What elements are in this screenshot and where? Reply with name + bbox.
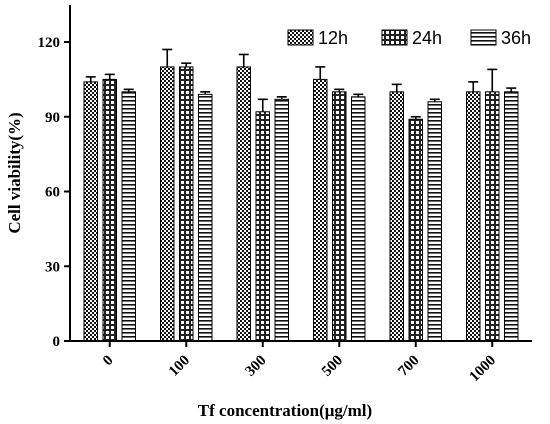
bar-36h-700 xyxy=(427,101,442,342)
x-tick-label: 1000 xyxy=(467,353,500,386)
bar-36h-0 xyxy=(121,91,136,342)
x-tick-label: 300 xyxy=(242,353,269,380)
x-tick-label: 100 xyxy=(166,353,193,380)
x-axis-title: Tf concentration(μg/ml) xyxy=(198,401,372,420)
bar-24h-500 xyxy=(332,91,347,342)
bar-24h-300 xyxy=(255,111,270,342)
legend-swatch-36h xyxy=(470,29,497,46)
x-tick-label: 0 xyxy=(100,353,117,370)
bar-24h-100 xyxy=(179,66,194,342)
y-tick-label: 0 xyxy=(53,334,61,350)
bar-12h-0 xyxy=(83,81,98,342)
bar-12h-1000 xyxy=(466,91,481,342)
y-tick-label: 120 xyxy=(38,35,61,51)
y-tick-label: 30 xyxy=(45,259,60,275)
bar-12h-500 xyxy=(313,78,328,342)
y-tick-label: 90 xyxy=(45,110,60,126)
x-ticks: 0 100 300 500 700 1000 xyxy=(100,341,499,385)
bars xyxy=(83,66,519,342)
legend-label-24h: 24h xyxy=(412,28,442,48)
y-ticks: 0 30 60 90 120 xyxy=(38,35,70,350)
bar-24h-0 xyxy=(102,78,117,342)
bar-24h-1000 xyxy=(485,91,500,342)
legend-label-12h: 12h xyxy=(318,28,348,48)
y-tick-label: 60 xyxy=(45,185,60,201)
bar-12h-100 xyxy=(160,66,175,342)
legend: 12h 24h 36h xyxy=(287,28,531,48)
bar-36h-500 xyxy=(351,96,366,342)
legend-swatch-24h xyxy=(381,29,408,46)
bar-36h-300 xyxy=(274,98,289,342)
bar-36h-100 xyxy=(198,93,213,342)
bar-24h-700 xyxy=(408,118,423,342)
bar-12h-300 xyxy=(236,66,251,342)
bar-12h-700 xyxy=(389,91,404,342)
x-tick-label: 500 xyxy=(319,353,346,380)
x-tick-label: 700 xyxy=(395,353,422,380)
y-axis-title: Cell viability(%) xyxy=(5,112,24,233)
legend-label-36h: 36h xyxy=(501,28,531,48)
error-bars xyxy=(85,48,517,120)
legend-swatch-12h xyxy=(287,29,314,46)
bar-36h-1000 xyxy=(504,91,519,342)
